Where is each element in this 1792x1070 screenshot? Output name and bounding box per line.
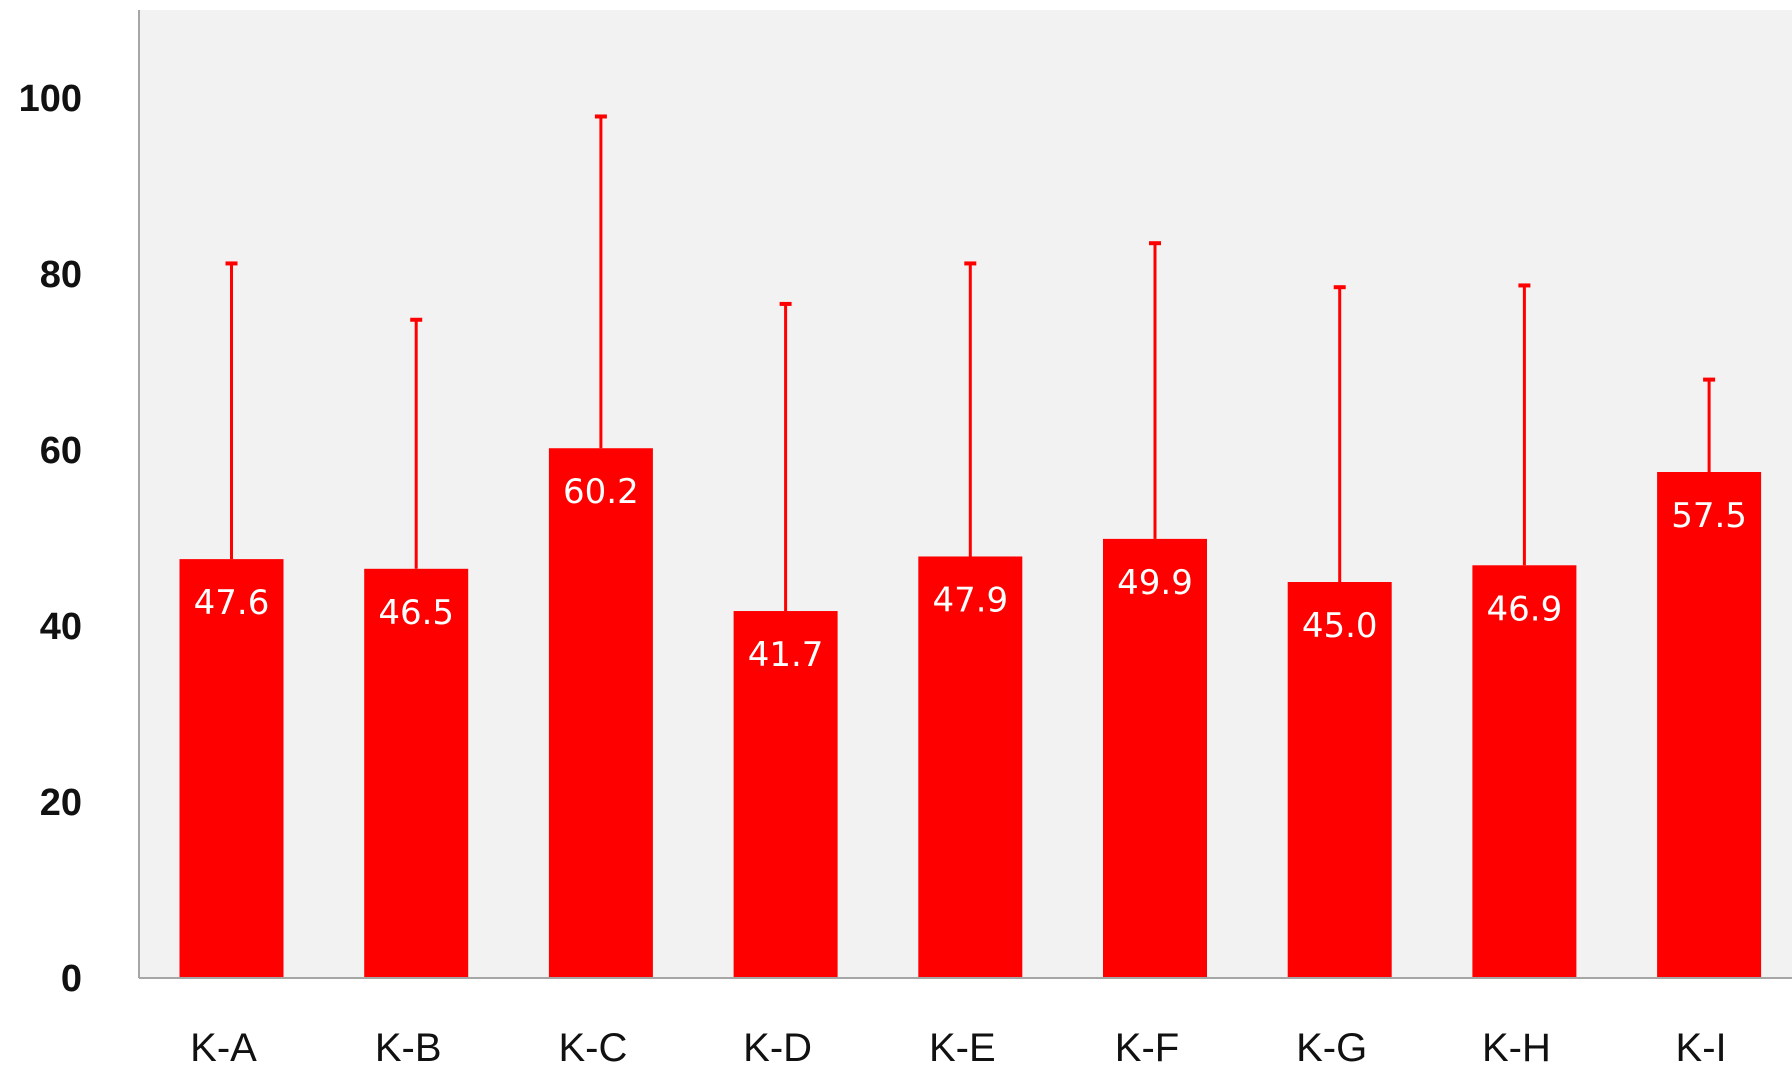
bar [179, 559, 284, 978]
x-tick-label: K-D [743, 1026, 812, 1065]
error-bar [1149, 241, 1161, 539]
data-label: 60.2 [563, 472, 639, 512]
error-bar [1703, 377, 1716, 472]
y-tick-label: 80 [40, 254, 82, 296]
error-bar [225, 261, 238, 560]
x-tick-label: K-E [929, 1026, 996, 1065]
data-label: 47.6 [194, 583, 270, 623]
y-axis-ticks: 0 20 40 60 80 100 [19, 78, 82, 1000]
y-tick-label: 60 [40, 430, 82, 472]
error-bar [410, 317, 423, 569]
y-tick-label: 0 [61, 958, 82, 1000]
data-label: 49.9 [1117, 563, 1193, 603]
x-axis-ticks: K-A K-B K-C K-D K-E K-F K-G K-H K-I [190, 1026, 1727, 1070]
error-bar [1518, 283, 1531, 566]
bar [1103, 538, 1207, 978]
error-bar [594, 114, 607, 449]
x-tick-label: K-A [190, 1026, 257, 1065]
bar [364, 568, 469, 978]
bar [1657, 472, 1762, 978]
data-labels-layer: 47.6 46.5 60.2 41.7 47.9 49.9 45.0 46.9 57.5 [194, 472, 1747, 675]
data-label: 57.5 [1671, 496, 1747, 536]
bar [1472, 565, 1577, 978]
y-tick-label: 40 [40, 606, 82, 648]
data-label: 46.5 [378, 593, 454, 633]
bar [733, 611, 838, 978]
x-tick-label: K-C [558, 1026, 627, 1065]
y-tick-label: 100 [19, 78, 82, 120]
y-tick-label: 20 [40, 782, 82, 824]
x-tick-label: K-H [1482, 1026, 1551, 1065]
x-tick-label: K-B [375, 1026, 442, 1065]
bar [548, 448, 653, 978]
bars-layer [179, 448, 1762, 978]
x-tick-label: K-I [1676, 1026, 1727, 1065]
data-label: 46.9 [1487, 589, 1563, 629]
bar [1287, 582, 1392, 978]
bar [918, 556, 1023, 978]
error-bars-layer [225, 114, 1716, 612]
x-tick-label: K-F [1115, 1026, 1179, 1065]
x-tick-label: K-G [1296, 1026, 1367, 1065]
data-label: 41.7 [748, 635, 824, 675]
data-label: 45.0 [1302, 606, 1378, 646]
error-bar [964, 261, 977, 557]
error-bar [779, 301, 792, 612]
error-bar [1333, 285, 1346, 582]
data-label: 47.9 [932, 580, 1008, 620]
